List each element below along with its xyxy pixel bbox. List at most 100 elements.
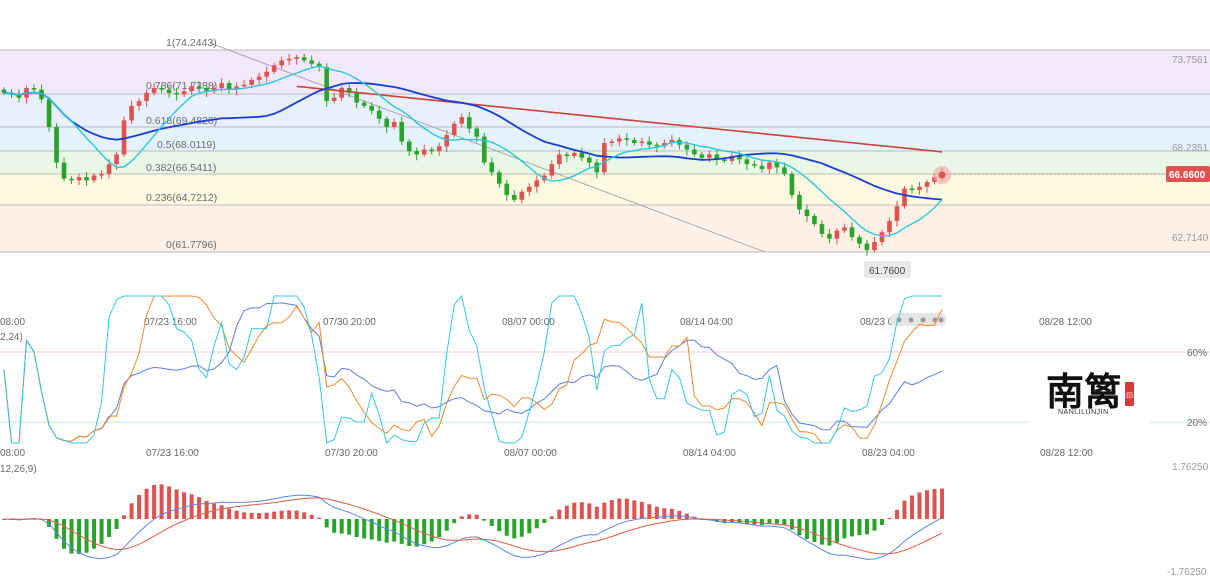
candle-body[interactable] [61,162,67,179]
candle-body[interactable] [166,89,172,93]
candle-body[interactable] [902,188,907,207]
candle-body[interactable] [384,118,390,127]
candle-body[interactable] [767,162,772,170]
candle-body[interactable] [121,120,127,155]
candle-body[interactable] [429,149,435,152]
candle-body[interactable] [624,138,630,140]
candle-body[interactable] [804,209,810,217]
candle-body[interactable] [301,57,307,61]
candle-body[interactable] [31,87,37,90]
candle-body[interactable] [69,178,74,181]
candle-body[interactable] [136,100,142,106]
candle-body[interactable] [204,87,209,92]
candle-body[interactable] [339,87,344,98]
candle-body[interactable] [451,123,457,135]
candle-body[interactable] [421,149,427,155]
candle-body[interactable] [391,122,397,127]
candle-body[interactable] [151,87,157,93]
candle-body[interactable] [504,183,510,195]
candle-body[interactable] [609,141,615,144]
candle-body[interactable] [722,159,727,161]
candle-body[interactable] [144,92,149,101]
candle-body[interactable] [129,105,134,121]
candle-body[interactable] [894,206,900,221]
candle-body[interactable] [842,227,847,231]
candle-body[interactable] [587,157,592,163]
candle-body[interactable] [774,162,780,168]
current-price-tag[interactable] [1166,166,1210,182]
candle-body[interactable] [84,177,89,181]
candle-body[interactable] [864,243,870,251]
candle-body[interactable] [879,232,885,242]
candle-body[interactable] [249,79,254,85]
candle-body[interactable] [917,186,922,191]
candle-body[interactable] [707,154,712,158]
candle-body[interactable] [924,181,930,187]
candle-body[interactable] [872,241,877,251]
candle-body[interactable] [632,139,637,144]
candle-body[interactable] [91,175,97,181]
candle-body[interactable] [887,220,892,233]
candle-body[interactable] [572,152,577,157]
candle-body[interactable] [234,86,239,90]
candle-body[interactable] [729,156,735,161]
candle-body[interactable] [226,83,232,90]
candle-body[interactable] [602,143,607,173]
dot-icon[interactable] [938,317,944,323]
candle-body[interactable] [354,92,359,103]
candle-body[interactable] [114,154,119,165]
candle-body[interactable] [564,154,570,157]
candle-body[interactable] [752,164,757,166]
candle-body[interactable] [737,156,742,160]
candle-body[interactable] [714,154,720,160]
candle-body[interactable] [684,144,690,150]
candle-body[interactable] [264,71,269,77]
candle-body[interactable] [857,237,862,244]
candle-body[interactable] [511,194,517,200]
candle-body[interactable] [489,162,495,173]
candle-body[interactable] [189,86,194,92]
candle-body[interactable] [526,186,532,192]
candle-body[interactable] [106,164,112,174]
candle-body[interactable] [286,58,292,61]
candle-body[interactable] [279,60,284,66]
candle-body[interactable] [316,63,322,67]
candle-body[interactable] [797,194,802,210]
candle-body[interactable] [827,233,832,239]
candle-body[interactable] [834,230,840,239]
candle-body[interactable] [812,216,817,225]
candle-body[interactable] [16,94,22,98]
candle-body[interactable] [692,149,697,155]
candle-body[interactable] [46,99,52,127]
candle-body[interactable] [849,227,855,238]
candle-body[interactable] [909,188,915,191]
candle-body[interactable] [594,162,600,173]
candle-body[interactable] [1,89,7,93]
candle-body[interactable] [271,65,277,72]
candle-body[interactable] [699,154,705,158]
candle-body[interactable] [361,102,367,106]
candle-body[interactable] [256,76,262,80]
candle-body[interactable] [159,87,164,90]
candle-body[interactable] [324,66,329,101]
candle-body[interactable] [459,117,465,124]
candle-body[interactable] [782,167,787,174]
candle-body[interactable] [519,191,525,200]
candle-body[interactable] [617,138,622,142]
candle-body[interactable] [331,97,337,101]
candle-body[interactable] [647,141,652,145]
candle-body[interactable] [294,57,299,59]
candle-body[interactable] [181,91,187,95]
candle-body[interactable] [309,60,314,64]
candle-body[interactable] [556,154,562,165]
candle-body[interactable] [174,92,179,95]
candle-body[interactable] [466,117,472,129]
candle-body[interactable] [369,105,374,111]
dot-icon[interactable] [908,317,914,323]
candle-body[interactable] [549,164,555,176]
candle-body[interactable] [819,224,825,234]
candle-body[interactable] [219,83,224,88]
candle-body[interactable] [474,128,480,137]
candle-body[interactable] [346,87,352,93]
candle-body[interactable] [481,136,487,163]
